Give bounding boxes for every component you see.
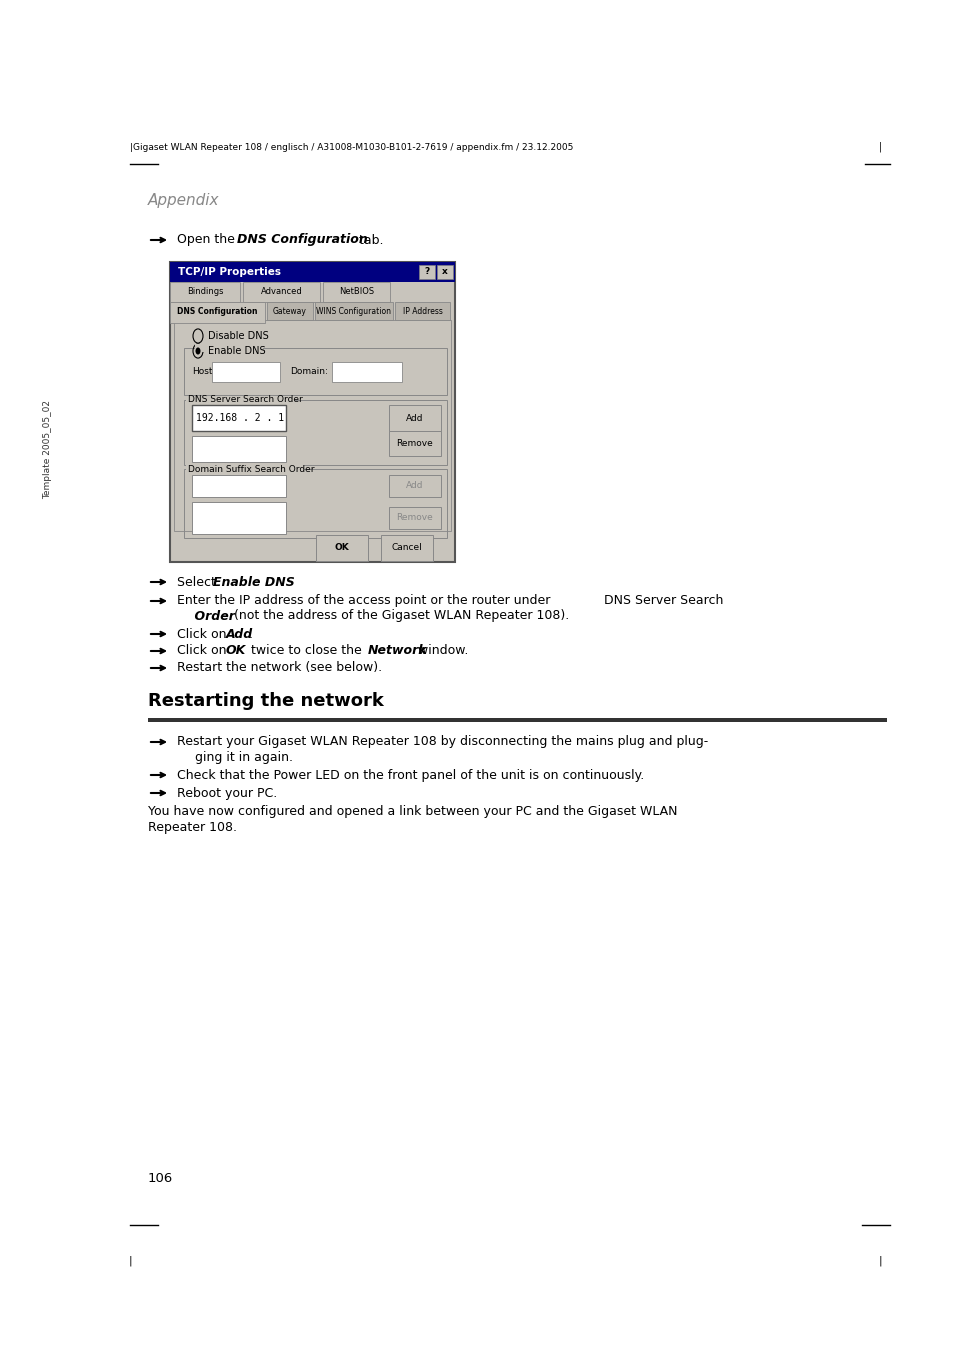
Text: Reboot your PC.: Reboot your PC. bbox=[177, 787, 277, 799]
Text: Advanced: Advanced bbox=[260, 288, 302, 297]
Bar bbox=[267, 302, 313, 320]
Text: |: | bbox=[878, 1256, 881, 1265]
Text: Domain Suffix Search Order: Domain Suffix Search Order bbox=[188, 464, 314, 474]
Bar bbox=[418, 265, 435, 279]
Text: Appendix: Appendix bbox=[148, 193, 219, 208]
Text: Open the: Open the bbox=[177, 234, 238, 247]
Text: Repeater 108.: Repeater 108. bbox=[148, 822, 236, 834]
Bar bbox=[380, 535, 433, 560]
Text: DNS Configuration: DNS Configuration bbox=[236, 234, 367, 247]
Text: |: | bbox=[878, 142, 881, 153]
Text: Cancel: Cancel bbox=[392, 544, 422, 552]
Text: Domain:: Domain: bbox=[290, 367, 328, 377]
Text: Host:: Host: bbox=[192, 367, 215, 377]
Text: Restart your Gigaset WLAN Repeater 108 by disconnecting the mains plug and plug-: Restart your Gigaset WLAN Repeater 108 b… bbox=[177, 736, 707, 748]
Bar bbox=[170, 302, 265, 323]
Bar bbox=[315, 535, 368, 560]
Bar bbox=[186, 464, 304, 474]
Text: window.: window. bbox=[414, 644, 468, 657]
Text: DNS Server Search Order: DNS Server Search Order bbox=[188, 396, 302, 405]
Bar bbox=[332, 362, 401, 382]
Text: .: . bbox=[281, 575, 285, 589]
Text: OK: OK bbox=[226, 644, 246, 657]
Text: Disable DNS: Disable DNS bbox=[208, 331, 269, 342]
Bar bbox=[389, 431, 440, 456]
Text: Enable DNS: Enable DNS bbox=[208, 346, 265, 356]
Bar bbox=[148, 718, 886, 722]
Bar bbox=[212, 362, 280, 382]
Text: |Gigaset WLAN Repeater 108 / englisch / A31008-M1030-B101-2-7619 / appendix.fm /: |Gigaset WLAN Repeater 108 / englisch / … bbox=[130, 143, 573, 153]
Text: Check that the Power LED on the front panel of the unit is on continuously.: Check that the Power LED on the front pa… bbox=[177, 768, 643, 782]
Text: Restart the network (see below).: Restart the network (see below). bbox=[177, 662, 382, 675]
Bar bbox=[323, 282, 390, 302]
Bar bbox=[314, 302, 393, 320]
Text: TCP/IP Properties: TCP/IP Properties bbox=[178, 267, 281, 277]
Text: OK: OK bbox=[335, 544, 349, 552]
Text: Click on: Click on bbox=[177, 644, 231, 657]
Text: Remove: Remove bbox=[396, 439, 433, 448]
Text: x: x bbox=[441, 267, 447, 277]
Bar bbox=[243, 282, 319, 302]
Text: You have now configured and opened a link between your PC and the Gigaset WLAN: You have now configured and opened a lin… bbox=[148, 806, 677, 818]
Bar bbox=[173, 320, 451, 531]
Text: (not the address of the Gigaset WLAN Repeater 108).: (not the address of the Gigaset WLAN Rep… bbox=[230, 609, 569, 622]
Text: WINS Configuration: WINS Configuration bbox=[316, 306, 391, 316]
Text: DNS Server Search: DNS Server Search bbox=[603, 594, 722, 608]
Bar bbox=[170, 282, 240, 302]
Bar bbox=[192, 502, 286, 535]
Bar bbox=[192, 475, 286, 497]
Text: Bindings: Bindings bbox=[187, 288, 223, 297]
Text: 192.168 . 2 . 1: 192.168 . 2 . 1 bbox=[195, 413, 284, 423]
Circle shape bbox=[195, 347, 200, 355]
Text: DNS Configuration: DNS Configuration bbox=[177, 306, 257, 316]
Text: Click on: Click on bbox=[177, 628, 231, 640]
Text: Network: Network bbox=[368, 644, 427, 657]
Bar bbox=[389, 475, 440, 497]
Bar bbox=[192, 405, 286, 431]
Text: Add: Add bbox=[406, 413, 423, 423]
Bar bbox=[170, 262, 455, 282]
Text: Enter the IP address of the access point or the router under: Enter the IP address of the access point… bbox=[177, 594, 554, 608]
Text: Restarting the network: Restarting the network bbox=[148, 693, 383, 710]
Text: Add: Add bbox=[226, 628, 253, 640]
Bar bbox=[436, 265, 453, 279]
Bar bbox=[194, 344, 263, 352]
Text: |: | bbox=[128, 1256, 132, 1265]
Bar bbox=[389, 506, 440, 529]
Text: Add: Add bbox=[406, 482, 423, 490]
Text: Template 2005_05_02: Template 2005_05_02 bbox=[44, 401, 52, 500]
Text: .: . bbox=[249, 628, 253, 640]
Text: ?: ? bbox=[424, 267, 429, 277]
Bar bbox=[170, 262, 455, 562]
Text: IP Address: IP Address bbox=[402, 306, 442, 316]
Text: Gateway: Gateway bbox=[273, 306, 307, 316]
Text: ging it in again.: ging it in again. bbox=[194, 751, 293, 764]
Text: Enable DNS: Enable DNS bbox=[213, 575, 294, 589]
Text: twice to close the: twice to close the bbox=[247, 644, 365, 657]
Text: NetBIOS: NetBIOS bbox=[338, 288, 374, 297]
Text: 106: 106 bbox=[148, 1172, 173, 1185]
Bar bbox=[186, 396, 294, 404]
Bar bbox=[395, 302, 450, 320]
Text: Select: Select bbox=[177, 575, 219, 589]
Text: tab.: tab. bbox=[355, 234, 383, 247]
Bar bbox=[389, 405, 440, 431]
Text: Order: Order bbox=[177, 609, 234, 622]
Bar bbox=[192, 436, 286, 462]
Text: Remove: Remove bbox=[396, 513, 433, 522]
